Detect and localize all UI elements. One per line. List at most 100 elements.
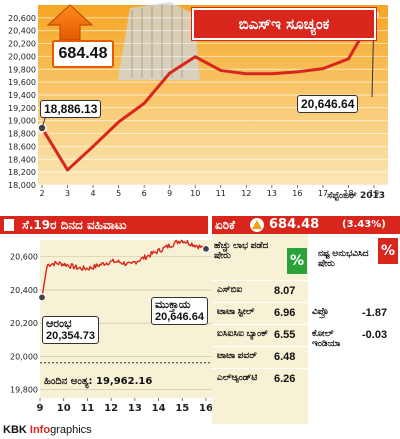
intraday-series-line <box>41 239 207 298</box>
gainer-value: 6.96 <box>274 307 296 319</box>
gainer-name: ಎಸ್‌ಬಿಐ <box>217 284 243 294</box>
intraday-x-tick-label: 16 <box>199 403 213 414</box>
intraday-x-tick-label: 11 <box>80 403 94 414</box>
gain-value: 684.48 <box>58 45 108 62</box>
intraday-x-ticks: 9 10 11 12 13 14 15 16 <box>37 398 213 414</box>
credit-kbk: KBK <box>3 424 30 436</box>
gainer-row: ಟಾಟಾ ಪವರ್ 6.48 <box>212 346 308 369</box>
main-y-tick-label: 19,000 <box>8 117 36 126</box>
intraday-x-tick-label: 14 <box>152 403 166 414</box>
loser-row: ಕೋಲ್ ಇಂಡಿಯಾ -0.03 <box>308 324 400 348</box>
main-x-tick-label: 3 <box>65 189 70 198</box>
main-series-line <box>40 14 376 172</box>
loser-value: -0.03 <box>362 329 388 341</box>
main-start-point <box>37 123 47 133</box>
end-value-text: 20,646.64 <box>301 97 355 111</box>
loser-name: ವಿಪ್ರೊ <box>312 306 329 316</box>
main-y-tick-label: 19,800 <box>8 65 36 74</box>
end-value-callout: 20,646.64 <box>297 95 359 113</box>
credit-info: Info <box>29 424 51 436</box>
main-y-ticks: 18,000 18,200 18,400 18,600 18,800 19,000 19,2… <box>8 14 36 190</box>
main-y-tick-label: 20,200 <box>8 40 36 49</box>
intraday-y-tick-label: 20,600 <box>10 253 38 262</box>
main-x-tick-label: 6 <box>142 189 147 198</box>
summary-bar: ಏರಿಕೆ 684.48 (3.43%) <box>212 216 400 234</box>
intraday-title: ಸೆ.19ರ ದಿನದ ವಹಿವಾಟು <box>22 218 127 232</box>
gain-badge: 684.48 <box>52 40 114 68</box>
summary-change: 684.48 <box>269 217 320 232</box>
gainer-value: 8.07 <box>274 285 296 297</box>
prev-close-text: ಹಿಂದಿನ ಅಂತ್ಯ: 19,962.16 <box>44 376 153 387</box>
main-y-tick-label: 20,400 <box>8 27 36 36</box>
intraday-open-point <box>37 293 47 302</box>
main-x-tick-label: 5 <box>116 189 121 198</box>
summary-label: ಏರಿಕೆ <box>215 218 235 232</box>
close-label: ಮುಕ್ತಾಯ <box>155 299 191 311</box>
open-label: ಆರಂಭ <box>46 318 72 330</box>
intraday-header-accent <box>4 219 14 231</box>
loss-percent-glyph: % <box>380 243 396 259</box>
main-x-tick-label: 2 <box>39 189 44 198</box>
loss-percent-icon: % <box>378 238 398 264</box>
intraday-chart: 19,800 20,000 20,200 20,400 20,600 9 10 11 12 13… <box>10 239 213 414</box>
intraday-y-tick-label: 19,800 <box>10 386 38 395</box>
losers-panel <box>308 234 400 424</box>
gainer-name: ಟಾಟಾ ಸ್ಟೀಲ್ <box>217 306 255 316</box>
gainers-title: ಹೆಚ್ಚು ಲಾಭ ಪಡೆದ ಷೇರು <box>214 240 269 260</box>
intraday-y-ticks: 19,800 20,000 20,200 20,400 20,600 <box>10 253 38 395</box>
start-value-callout: 18,886.13 <box>40 100 102 118</box>
credit-line: KBK Infographics <box>3 424 92 436</box>
main-y-tick-label: 20,000 <box>8 52 36 61</box>
main-y-tick-label: 18,600 <box>8 142 36 151</box>
intraday-x-tick-label: 10 <box>57 403 71 414</box>
gain-percent-glyph: % <box>289 253 305 269</box>
main-x-tick-label: 9 <box>167 189 172 198</box>
main-y-tick-label: 19,400 <box>8 91 36 100</box>
up-triangle-icon <box>250 218 264 232</box>
main-x-tick-label: 19 <box>369 189 379 198</box>
intraday-x-tick-label: 9 <box>37 403 44 414</box>
main-x-tick-label: 16 <box>292 189 302 198</box>
main-title-text: ಬಿಎಸ್‌ಇ ಸೂಚ್ಯಂಕ <box>238 15 330 33</box>
gainer-value: 6.26 <box>274 373 296 385</box>
bse-building-icon <box>118 2 200 80</box>
loser-value: -1.87 <box>362 307 388 319</box>
close-callout: ಮುಕ್ತಾಯ 20,646.64 <box>151 297 208 325</box>
intraday-x-tick-label: 13 <box>128 403 142 414</box>
main-y-tick-label: 18,800 <box>8 130 36 139</box>
main-y-tick-label: 18,000 <box>8 181 36 190</box>
losers-title: ನಷ್ಟ ಅನುಭವಿಸಿದ ಷೇರು <box>318 248 369 268</box>
open-value: 20,354.73 <box>46 330 95 342</box>
gainer-row: ಐಸಿಐಸಿಐ ಬ್ಯಾಂಕ್ 6.55 <box>212 324 308 347</box>
main-x-tick-label: 4 <box>91 189 96 198</box>
gain-percent-icon: % <box>287 248 307 274</box>
main-x-tick-label: 11 <box>216 189 226 198</box>
intraday-close-point <box>201 244 211 253</box>
gainer-value: 6.48 <box>274 351 296 363</box>
gainer-name: ಟಾಟಾ ಪವರ್ <box>217 350 257 360</box>
loser-name: ಕೋಲ್ ಇಂಡಿಯಾ <box>312 328 341 348</box>
summary-percent: (3.43%) <box>342 219 386 230</box>
gainer-row: ಟಾಟಾ ಸ್ಟೀಲ್ 6.96 <box>212 302 308 325</box>
main-y-tick-label: 19,600 <box>8 78 36 87</box>
intraday-x-tick-label: 12 <box>104 403 118 414</box>
credit-graphics: graphics <box>50 424 92 436</box>
gainer-row: ಎಸ್‌ಬಿಐ 8.07 <box>212 280 308 303</box>
gainer-name: ಐಸಿಐಸಿಐ ಬ್ಯಾಂಕ್ <box>217 328 269 338</box>
main-y-tick-label: 18,400 <box>8 155 36 164</box>
main-title: ಬಿಎಸ್‌ಇ ಸೂಚ್ಯಂಕ <box>192 8 376 40</box>
main-y-tick-label: 18,200 <box>8 168 36 177</box>
main-x-tick-label: 10 <box>190 189 200 198</box>
main-y-tick-label: 20,600 <box>8 14 36 23</box>
open-callout: ಆರಂಭ 20,354.73 <box>42 316 99 344</box>
main-y-tick-label: 19,200 <box>8 104 36 113</box>
gainer-value: 6.55 <box>274 329 296 341</box>
main-x-tick-label: 17 <box>318 189 328 198</box>
main-x-ticks: 2 3 4 5 6 9 10 11 12 13 16 17 18 19 <box>39 185 379 198</box>
main-x-tick-label: 13 <box>267 189 277 198</box>
main-x-tick-label: 18 <box>343 189 353 198</box>
main-x-tick-label: 12 <box>241 189 251 198</box>
main-x-axis-label: ಸೆಪ್ಟೆಂಬರ್ 2013 <box>327 190 385 202</box>
gainer-row: ಎಲ್‌ಆ್ಯಂಡ್‌ಟಿ 6.26 <box>212 368 308 391</box>
close-value: 20,646.64 <box>155 311 204 323</box>
